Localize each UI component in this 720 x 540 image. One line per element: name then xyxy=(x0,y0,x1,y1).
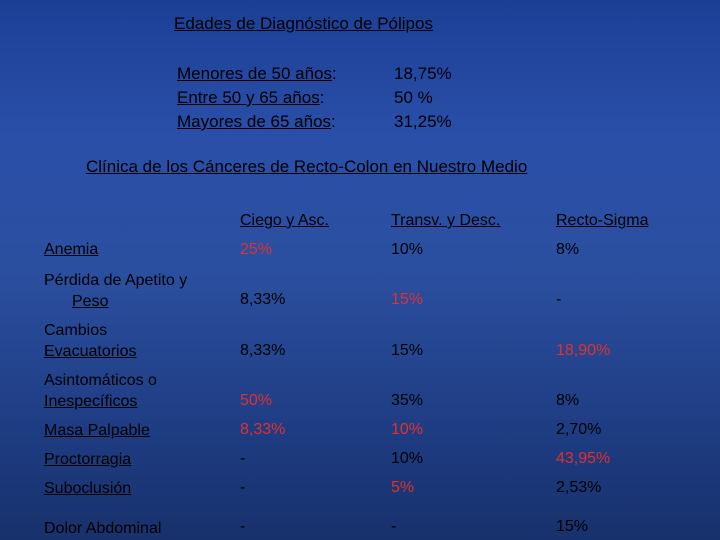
age-label-under-50: Menores de 50 años: xyxy=(177,64,337,83)
cell-anemia-transv: 10% xyxy=(391,241,424,258)
age-value-under-50: 18,75% xyxy=(394,64,452,83)
cell-dolor-recto: 15% xyxy=(556,518,589,535)
cell-perdida-recto: - xyxy=(556,291,562,308)
row-label-dolor-abdominal: Dolor Abdominal xyxy=(44,520,162,537)
clinic-title: Clínica de los Cánceres de Recto-Colon e… xyxy=(86,157,528,176)
row-label-masa-palpable: Masa Palpable xyxy=(44,422,150,439)
cell-proctorragia-recto: 43,95% xyxy=(556,450,611,467)
cell-proctorragia-ciego: - xyxy=(240,450,246,467)
cell-suboclusion-recto: 2,53% xyxy=(556,479,602,496)
row-label-cambios-evacuatorios: Cambios Evacuatorios xyxy=(44,322,137,360)
cell-masa-recto: 2,70% xyxy=(556,421,602,438)
cell-asintomaticos-transv: 35% xyxy=(391,392,424,409)
col-header-recto: Recto-Sigma xyxy=(556,212,649,229)
polyps-title: Edades de Diagnóstico de Pólipos xyxy=(174,14,433,33)
cell-anemia-recto: 8% xyxy=(556,241,580,258)
cell-masa-transv: 10% xyxy=(391,421,424,438)
age-label-50-65: Entre 50 y 65 años: xyxy=(177,88,325,107)
age-label-over-65: Mayores de 65 años: xyxy=(177,112,336,131)
row-label-proctorragia: Proctorragia xyxy=(44,451,132,468)
cell-asintomaticos-recto: 8% xyxy=(556,392,580,409)
cell-dolor-transv: - xyxy=(391,518,397,535)
cell-suboclusion-transv: 5% xyxy=(391,479,415,496)
cell-masa-ciego: 8,33% xyxy=(240,421,286,438)
row-label-anemia: Anemia xyxy=(44,241,99,258)
cell-anemia-ciego: 25% xyxy=(240,241,273,258)
cell-asintomaticos-ciego: 50% xyxy=(240,392,273,409)
cell-cambios-ciego: 8,33% xyxy=(240,342,286,359)
cell-proctorragia-transv: 10% xyxy=(391,450,424,467)
col-header-ciego: Ciego y Asc. xyxy=(240,212,329,229)
cell-cambios-recto: 18,90% xyxy=(556,342,611,359)
row-label-perdida-apetito: Pérdida de Apetito y Peso xyxy=(44,272,188,310)
age-value-50-65: 50 % xyxy=(394,88,433,107)
col-header-transv: Transv. y Desc. xyxy=(391,212,501,229)
row-label-asintomaticos: Asintomáticos o Inespecíficos xyxy=(44,372,157,410)
cell-perdida-ciego: 8,33% xyxy=(240,291,286,308)
cell-suboclusion-ciego: - xyxy=(240,479,246,496)
cell-dolor-ciego: - xyxy=(240,518,246,535)
age-value-over-65: 31,25% xyxy=(394,112,452,131)
cell-cambios-transv: 15% xyxy=(391,342,424,359)
cell-perdida-transv: 15% xyxy=(391,291,424,308)
row-label-suboclusion: Suboclusión xyxy=(44,480,132,497)
